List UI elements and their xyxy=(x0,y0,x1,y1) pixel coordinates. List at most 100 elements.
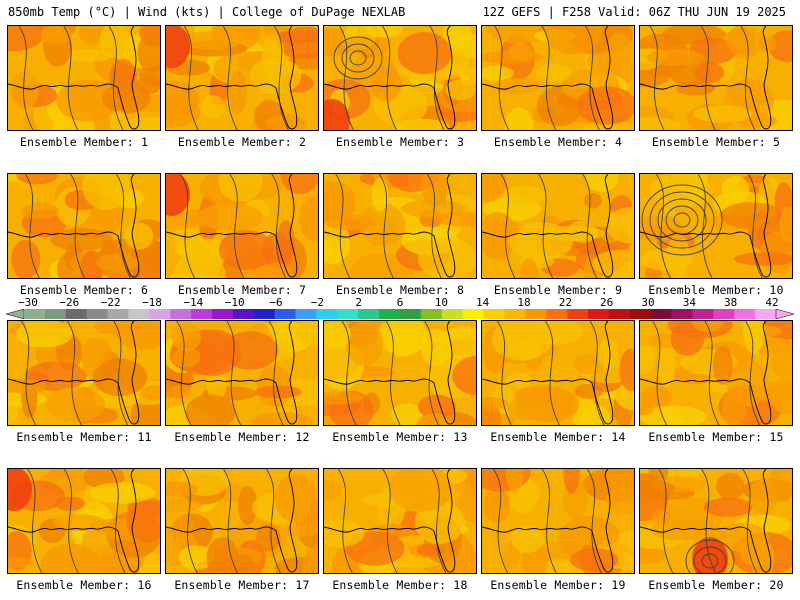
ensemble-member-map xyxy=(481,173,635,279)
colorbar-tick-label: 14 xyxy=(476,296,490,309)
ensemble-member-label: Ensemble Member: 14 xyxy=(490,430,626,444)
colorbar-swatch xyxy=(588,309,610,319)
colorbar-tick-label: −18 xyxy=(142,296,162,309)
colorbar-swatch xyxy=(400,309,422,319)
ensemble-member-map xyxy=(639,468,793,574)
ensemble-member-map xyxy=(7,468,161,574)
colorbar-swatch xyxy=(107,309,129,319)
colorbar-swatch xyxy=(337,309,359,319)
colorbar-swatch xyxy=(462,309,484,319)
colorbar-swatch xyxy=(191,309,213,319)
colorbar-swatch xyxy=(420,309,443,319)
colorbar-swatch xyxy=(692,309,714,319)
ensemble-member-label: Ensemble Member: 17 xyxy=(174,578,310,592)
colorbar-swatch xyxy=(734,309,756,319)
ensemble-member-map xyxy=(481,320,635,426)
ensemble-member-label: Ensemble Member: 18 xyxy=(332,578,468,592)
ensemble-member-label: Ensemble Member: 11 xyxy=(16,430,152,444)
colorbar-swatch xyxy=(358,309,380,319)
colorbar-tick-label: 38 xyxy=(724,296,738,309)
ensemble-member-map xyxy=(7,25,161,131)
ensemble-member-label: Ensemble Member: 4 xyxy=(493,135,623,149)
colorbar-swatch xyxy=(525,309,547,319)
ensemble-member-map xyxy=(165,173,319,279)
colorbar-swatch xyxy=(504,309,526,319)
ensemble-member-label: Ensemble Member: 15 xyxy=(648,430,784,444)
colorbar-swatch xyxy=(713,309,735,319)
colorbar-tick-label: 10 xyxy=(434,296,448,309)
colorbar-tick-label: −10 xyxy=(224,296,245,309)
colorbar-max-arrow xyxy=(775,309,794,319)
map-title: 850mb Temp (°C) | Wind (kts) | College o… xyxy=(8,5,406,19)
ensemble-member-map xyxy=(7,173,161,279)
model-run-info: 12Z GEFS | F258 Valid: 06Z THU JUN 19 20… xyxy=(482,5,786,19)
colorbar-swatch xyxy=(483,309,505,319)
ensemble-member-label: Ensemble Member: 8 xyxy=(335,283,465,297)
colorbar-swatch xyxy=(650,309,672,319)
ensemble-member-map xyxy=(7,320,161,426)
colorbar-swatch xyxy=(170,309,192,319)
ensemble-member-map xyxy=(639,173,793,279)
colorbar-tick-label: −26 xyxy=(59,296,80,309)
ensemble-member-label: Ensemble Member: 5 xyxy=(651,135,781,149)
colorbar-swatch xyxy=(295,309,317,319)
ensemble-member-map xyxy=(323,173,477,279)
ensemble-member-map xyxy=(639,320,793,426)
temperature-colorbar xyxy=(6,309,794,319)
ensemble-member-label: Ensemble Member: 1 xyxy=(19,135,149,149)
colorbar-tick-label: −22 xyxy=(100,296,121,309)
ensemble-member-label: Ensemble Member: 6 xyxy=(19,283,149,297)
colorbar-swatch xyxy=(546,309,568,319)
ensemble-member-map xyxy=(481,25,635,131)
ensemble-member-label: Ensemble Member: 19 xyxy=(490,578,626,592)
ensemble-member-label: Ensemble Member: 10 xyxy=(648,283,784,297)
colorbar-swatch xyxy=(274,309,296,319)
colorbar-swatch xyxy=(316,309,338,319)
colorbar-tick-label: 6 xyxy=(396,296,404,309)
colorbar-swatch xyxy=(671,309,693,319)
colorbar-swatch xyxy=(441,309,463,319)
colorbar-tick-label: −6 xyxy=(269,296,283,309)
colorbar-swatch xyxy=(232,309,255,319)
ensemble-member-label: Ensemble Member: 16 xyxy=(16,578,152,592)
ensemble-member-label: Ensemble Member: 3 xyxy=(335,135,465,149)
colorbar-tick-label: 30 xyxy=(641,296,655,309)
colorbar-min-arrow xyxy=(6,309,25,319)
ensemble-member-label: Ensemble Member: 2 xyxy=(177,135,307,149)
colorbar-tick-label: 42 xyxy=(765,296,779,309)
ensemble-member-label: Ensemble Member: 20 xyxy=(648,578,784,592)
colorbar-tick-label: −14 xyxy=(183,296,204,309)
colorbar-swatch xyxy=(65,309,87,319)
colorbar-swatch xyxy=(24,309,46,319)
colorbar-swatch xyxy=(44,309,67,319)
ensemble-member-label: Ensemble Member: 12 xyxy=(174,430,310,444)
colorbar-swatch xyxy=(755,309,777,319)
ensemble-member-label: Ensemble Member: 13 xyxy=(332,430,468,444)
ensemble-member-map xyxy=(165,320,319,426)
colorbar-swatch xyxy=(128,309,150,319)
ensemble-member-map xyxy=(165,25,319,131)
colorbar-swatch xyxy=(379,309,401,319)
colorbar-swatch xyxy=(567,309,589,319)
colorbar-swatch xyxy=(149,309,171,319)
ensemble-member-map xyxy=(323,25,477,131)
ensemble-member-label: Ensemble Member: 9 xyxy=(493,283,623,297)
ensemble-member-map xyxy=(323,320,477,426)
colorbar-swatch xyxy=(629,309,651,319)
ensemble-member-map xyxy=(639,25,793,131)
ensemble-member-map xyxy=(323,468,477,574)
colorbar-swatch xyxy=(86,309,108,319)
ensemble-member-label: Ensemble Member: 7 xyxy=(177,283,307,297)
ensemble-member-map xyxy=(165,468,319,574)
colorbar-swatch xyxy=(608,309,631,319)
colorbar-tick-label: 26 xyxy=(600,296,614,309)
colorbar-tick-label: 34 xyxy=(682,296,696,309)
colorbar-swatch xyxy=(212,309,234,319)
colorbar-tick-label: −30 xyxy=(18,296,38,309)
colorbar-tick-label: 22 xyxy=(558,296,572,309)
colorbar-swatch xyxy=(253,309,275,319)
ensemble-member-map xyxy=(481,468,635,574)
colorbar-tick-label: 2 xyxy=(355,296,362,309)
colorbar-tick-label: 18 xyxy=(517,296,531,309)
colorbar-tick-label: −2 xyxy=(310,296,324,309)
